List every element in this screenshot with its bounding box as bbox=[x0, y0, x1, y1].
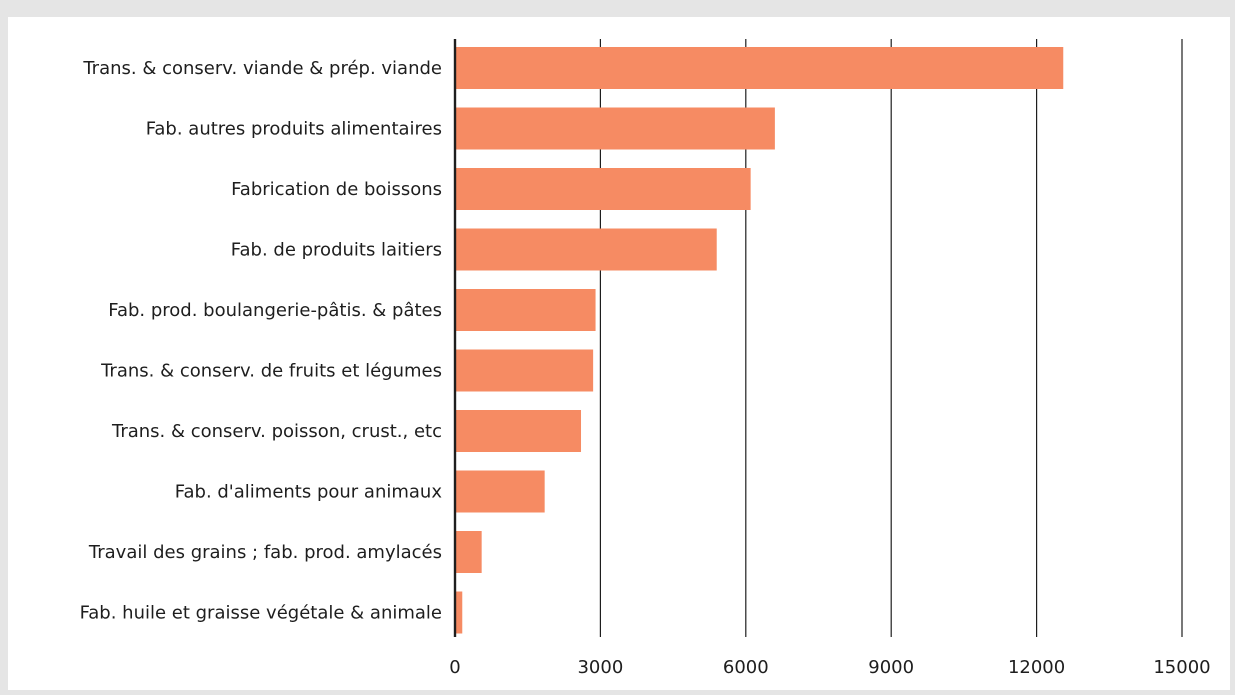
bar bbox=[455, 349, 594, 392]
bar bbox=[455, 410, 582, 452]
bar bbox=[455, 107, 775, 150]
bar bbox=[455, 531, 482, 573]
category-label: Fab. prod. boulangerie-pâtis. & pâtes bbox=[108, 300, 442, 321]
x-tick-label: 15000 bbox=[1153, 657, 1210, 678]
bar bbox=[455, 289, 596, 331]
x-tick-label: 6000 bbox=[723, 657, 769, 678]
x-tick-label: 9000 bbox=[868, 657, 914, 678]
x-tick-labels: 0 3000 6000 9000 12000 15000 bbox=[449, 657, 1210, 678]
category-label: Fabrication de boissons bbox=[231, 179, 442, 200]
x-tick-label: 0 bbox=[449, 657, 460, 678]
chart-panel: Trans. & conserv. viande & prép. viande F… bbox=[8, 17, 1230, 690]
bar bbox=[455, 228, 717, 271]
bar bbox=[455, 168, 751, 210]
category-label: Fab. autres produits alimentaires bbox=[146, 119, 442, 140]
category-label: Fab. huile et graisse végétale & animale bbox=[80, 603, 442, 624]
x-tick-label: 3000 bbox=[577, 657, 623, 678]
category-label: Trans. & conserv. viande & prép. viande bbox=[82, 58, 442, 79]
bar bbox=[455, 470, 545, 513]
category-label: Trans. & conserv. de fruits et légumes bbox=[100, 361, 442, 382]
category-labels: Trans. & conserv. viande & prép. viande F… bbox=[80, 58, 443, 624]
category-label: Trans. & conserv. poisson, crust., etc bbox=[111, 421, 442, 442]
bar-chart: Trans. & conserv. viande & prép. viande F… bbox=[80, 39, 1211, 678]
category-label: Fab. de produits laitiers bbox=[231, 240, 442, 261]
bar bbox=[455, 47, 1064, 89]
x-tick-label: 12000 bbox=[1008, 657, 1065, 678]
category-label: Travail des grains ; fab. prod. amylacés bbox=[88, 542, 442, 563]
bars bbox=[455, 47, 1064, 634]
category-label: Fab. d'aliments pour animaux bbox=[175, 482, 443, 503]
bar bbox=[455, 591, 463, 634]
